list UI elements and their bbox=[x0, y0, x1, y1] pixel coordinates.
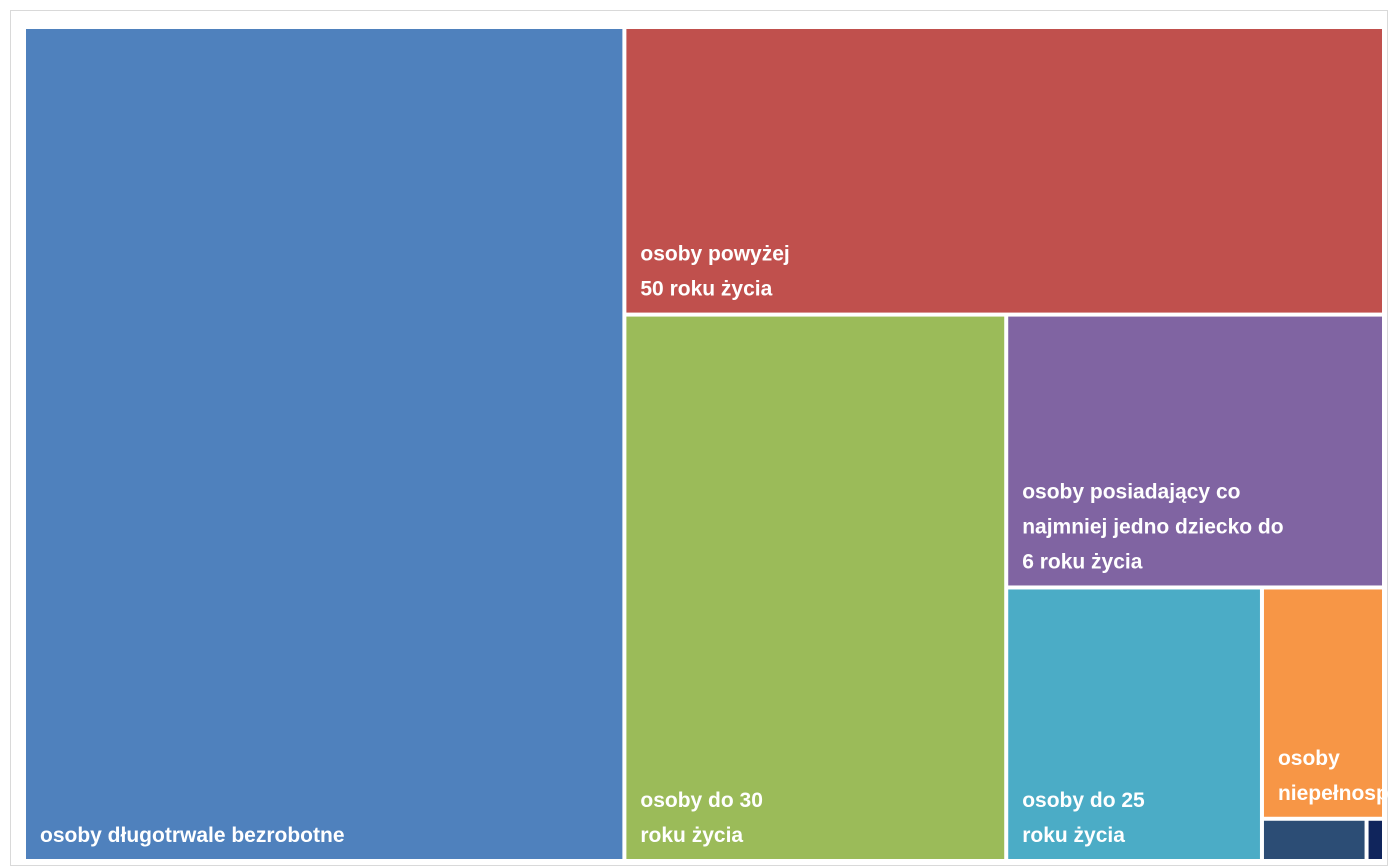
treemap-tile-label-3: osoby posiadający co najmniej jedno dziec… bbox=[1022, 480, 1283, 573]
treemap-tile-label-4: osoby do 25 roku życia bbox=[1022, 789, 1145, 847]
treemap-tile-label-2: osoby do 30 roku życia bbox=[640, 789, 763, 847]
treemap-tile-label-line: 50 roku życia bbox=[640, 278, 772, 301]
treemap-tile-label-line: osoby do 25 bbox=[1022, 789, 1145, 812]
treemap-tile-label-line: 6 roku życia bbox=[1022, 550, 1143, 573]
treemap-tile-label-line: osoby długotrwale bezrobotne bbox=[40, 824, 345, 847]
treemap-tile-label-0: osoby długotrwale bezrobotne bbox=[40, 824, 345, 847]
treemap-tile-7 bbox=[1368, 820, 1382, 859]
treemap-tile-label-line: osoby do 30 bbox=[640, 789, 763, 812]
treemap-tile-label-line: roku życia bbox=[1022, 824, 1125, 847]
treemap-tile-5 bbox=[1263, 589, 1382, 817]
treemap-tile-1 bbox=[626, 29, 1382, 313]
treemap-tile-label-5: osoby niepełnosprawne bbox=[1278, 747, 1390, 805]
treemap-tile-label-1: osoby powyżej 50 roku życia bbox=[640, 243, 789, 301]
treemap-tile-label-line: osoby posiadający co bbox=[1022, 480, 1240, 503]
treemap-tile-label-line: osoby bbox=[1278, 747, 1340, 770]
treemap-tile-label-line: niepełnosprawne bbox=[1278, 782, 1390, 805]
treemap-tile-4 bbox=[1008, 589, 1260, 859]
treemap-tile-0 bbox=[26, 29, 623, 859]
treemap-tile-label-line: najmniej jedno dziecko do bbox=[1022, 515, 1283, 538]
treemap-tile-2 bbox=[626, 316, 1005, 860]
treemap-tile-3 bbox=[1008, 316, 1382, 586]
treemap-tile-6 bbox=[1263, 820, 1365, 859]
treemap-tile-label-line: osoby powyżej bbox=[640, 243, 789, 266]
treemap-tile-label-line: roku życia bbox=[640, 824, 743, 847]
